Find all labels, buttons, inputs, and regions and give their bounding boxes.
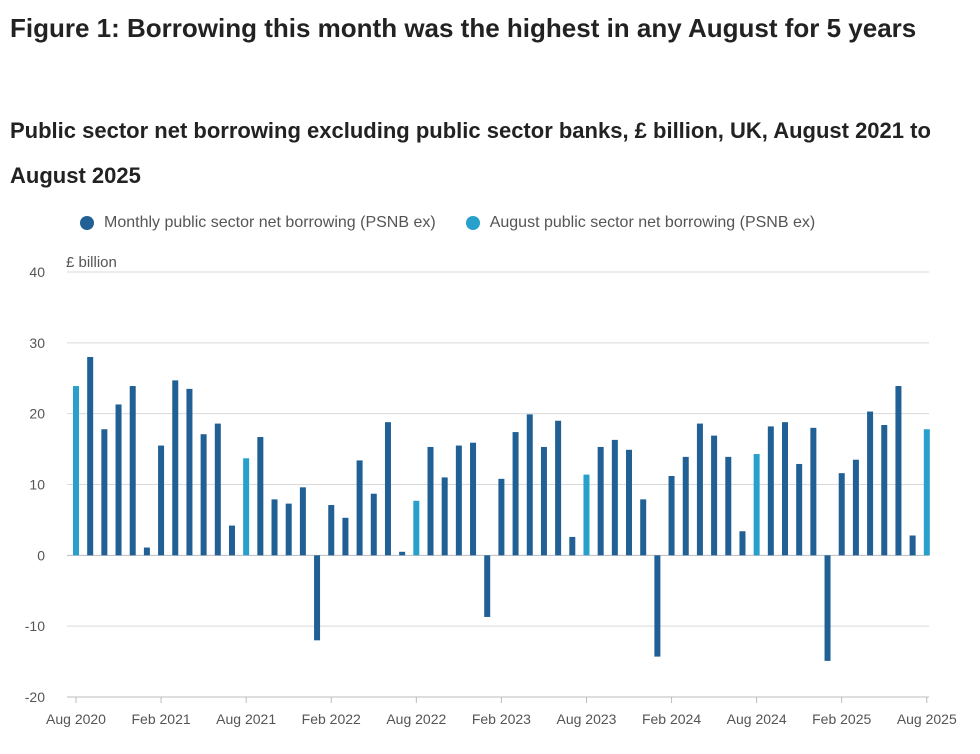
bar-monthly	[271, 499, 278, 556]
bar-monthly	[782, 422, 788, 556]
bar-monthly	[810, 427, 817, 556]
bar-monthly	[186, 388, 193, 556]
bar-monthly	[867, 411, 874, 556]
bar-monthly	[611, 439, 618, 556]
bar-monthly	[384, 422, 391, 556]
bar-monthly	[101, 429, 108, 556]
bar-monthly	[597, 446, 604, 556]
bar-monthly	[626, 449, 633, 556]
y-tick-label: 30	[29, 335, 45, 351]
bar-monthly	[129, 386, 136, 556]
bar-monthly	[767, 426, 774, 556]
bar-monthly	[484, 555, 491, 617]
bar-monthly	[725, 456, 732, 556]
bar-monthly	[838, 473, 845, 556]
bar-monthly	[87, 357, 94, 556]
legend-item-monthly[interactable]: Monthly public sector net borrowing (PSN…	[80, 214, 436, 232]
y-tick-label: -10	[25, 618, 45, 634]
x-tick-label: Aug 2024	[727, 711, 787, 727]
x-tick-label: Feb 2022	[302, 711, 361, 727]
bar-monthly	[172, 380, 179, 556]
bar-august	[753, 454, 760, 556]
bar-monthly	[824, 555, 831, 661]
bar-monthly	[342, 517, 349, 556]
bar-monthly	[200, 434, 207, 556]
bar-monthly	[796, 463, 803, 556]
bar-monthly	[640, 499, 647, 556]
bar-monthly	[257, 437, 264, 556]
bar-august	[583, 474, 590, 556]
x-tick-label: Aug 2022	[386, 711, 446, 727]
y-tick-label: 20	[29, 406, 45, 422]
bar-august	[73, 386, 79, 556]
chart-title: Figure 1: Borrowing this month was the h…	[10, 13, 917, 43]
y-tick-label: 40	[29, 264, 45, 280]
bar-monthly	[682, 456, 689, 556]
bar-monthly	[455, 445, 462, 556]
bar-monthly	[881, 425, 888, 556]
bar-monthly	[399, 551, 406, 556]
bar-monthly	[852, 459, 859, 556]
bar-monthly	[895, 386, 902, 556]
bar-monthly	[470, 442, 477, 556]
bar-monthly	[540, 446, 547, 556]
x-tick-label: Aug 2025	[897, 711, 957, 727]
bar-monthly	[909, 535, 916, 556]
bar-monthly	[654, 555, 661, 657]
legend-swatch-monthly	[80, 216, 94, 230]
x-tick-label: Feb 2024	[642, 711, 701, 727]
bar-monthly	[739, 531, 746, 556]
legend-item-august[interactable]: August public sector net borrowing (PSNB…	[465, 214, 816, 232]
legend-label-august: August public sector net borrowing (PSNB…	[489, 214, 816, 231]
y-tick-label: 0	[37, 547, 45, 563]
legend-label-monthly: Monthly public sector net borrowing (PSN…	[104, 214, 436, 231]
bar-monthly	[696, 423, 703, 556]
x-tick-label: Aug 2021	[216, 711, 276, 727]
bar-monthly	[668, 476, 675, 556]
legend: Monthly public sector net borrowing (PSN…	[80, 214, 845, 232]
x-tick-label: Feb 2025	[812, 711, 871, 727]
bar-monthly	[228, 525, 235, 556]
bar-august	[243, 458, 250, 556]
bar-monthly	[569, 536, 576, 556]
y-tick-label: -20	[25, 689, 45, 705]
bar-monthly	[115, 404, 122, 556]
bar-monthly	[555, 420, 562, 556]
bar-monthly	[356, 460, 363, 556]
bar-august	[413, 500, 420, 556]
bar-monthly	[512, 432, 519, 556]
x-tick-label: Aug 2020	[46, 711, 106, 727]
y-tick-label: 10	[29, 477, 45, 493]
y-axis-unit-label: £ billion	[66, 254, 117, 271]
chart-subtitle: Public sector net borrowing excluding pu…	[10, 118, 931, 188]
x-tick-label: Feb 2023	[472, 711, 531, 727]
bar-monthly	[441, 477, 448, 556]
bar-monthly	[711, 435, 718, 556]
bar-monthly	[498, 478, 505, 556]
x-tick-label: Aug 2023	[557, 711, 617, 727]
bar-monthly	[285, 503, 292, 556]
bar-monthly	[314, 555, 321, 641]
legend-swatch-august	[465, 216, 480, 230]
bar-monthly	[158, 445, 165, 556]
x-tick-label: Feb 2021	[131, 711, 190, 727]
bar-monthly	[526, 414, 533, 556]
bar-monthly	[370, 493, 377, 556]
bar-monthly	[143, 547, 150, 556]
bar-monthly	[328, 505, 335, 556]
bar-monthly	[299, 487, 306, 556]
bar-monthly	[427, 446, 434, 556]
bar-august	[923, 429, 930, 556]
bar-monthly	[214, 423, 221, 556]
